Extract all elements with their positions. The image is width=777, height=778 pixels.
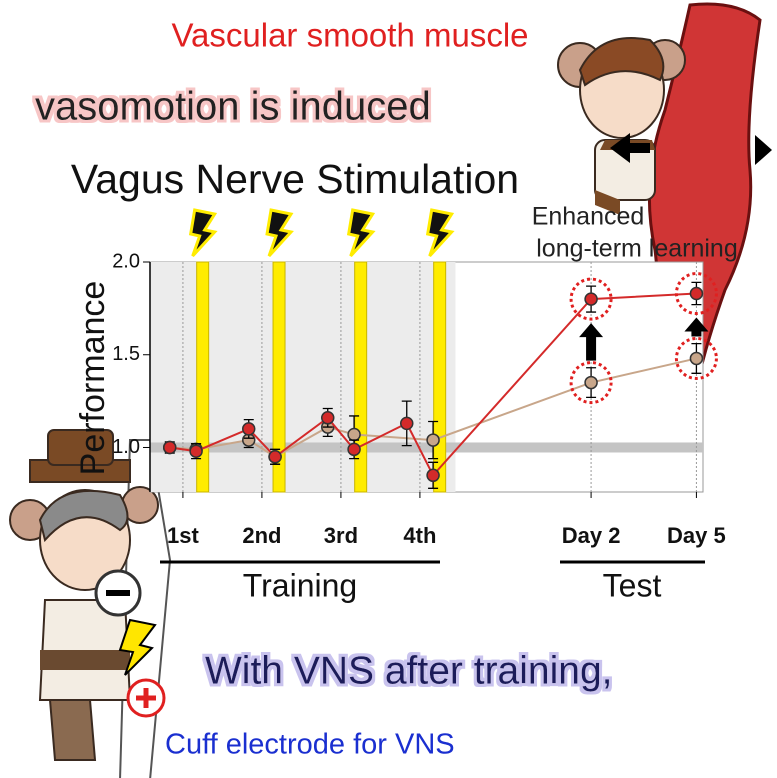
data-point bbox=[689, 286, 704, 301]
data-point bbox=[347, 442, 361, 457]
x-tick-label: Day 2 bbox=[562, 523, 621, 548]
annotation-line: Enhanced bbox=[532, 203, 645, 231]
data-point bbox=[426, 468, 440, 483]
group-label: Training bbox=[243, 567, 357, 603]
data-point bbox=[163, 440, 177, 455]
data-point bbox=[321, 411, 335, 425]
vns-bar bbox=[433, 261, 447, 493]
lightning-icon bbox=[425, 208, 455, 258]
y-tick-label: 2.0 bbox=[112, 250, 140, 272]
series-line bbox=[169, 292, 697, 478]
data-point bbox=[347, 427, 361, 442]
group-label: Test bbox=[603, 567, 662, 603]
highlight-ring bbox=[674, 336, 718, 380]
baseline-band bbox=[150, 442, 703, 453]
highlight-ring bbox=[569, 277, 613, 321]
lightning-icon bbox=[188, 208, 218, 258]
highlight-ring bbox=[569, 361, 613, 405]
caption: Cuff electrode for VNS bbox=[165, 729, 455, 761]
character-top bbox=[557, 37, 686, 215]
y-axis-label: Performance bbox=[74, 281, 112, 476]
x-tick-label: 1st bbox=[167, 523, 199, 548]
subheader: vasomotion is induced bbox=[35, 85, 431, 129]
x-tick-label: 4th bbox=[403, 523, 436, 548]
data-point bbox=[689, 351, 704, 366]
highlight-ring bbox=[674, 272, 718, 316]
annotation-line: long-term learning bbox=[536, 235, 738, 263]
arrow-right bbox=[755, 135, 772, 165]
data-point bbox=[242, 422, 256, 436]
footer: With VNS after training, bbox=[205, 649, 612, 692]
lightning-icon bbox=[346, 208, 376, 258]
y-tick-label: 1.5 bbox=[112, 343, 140, 365]
improvement-arrow bbox=[684, 317, 709, 337]
data-point bbox=[584, 292, 598, 306]
vns-bar bbox=[272, 261, 286, 493]
y-tick-label: 1.0 bbox=[112, 436, 140, 458]
data-point bbox=[189, 444, 203, 458]
x-tick-label: 2nd bbox=[242, 523, 281, 548]
x-tick-label: 3rd bbox=[324, 523, 358, 548]
lightning-icon bbox=[265, 208, 294, 258]
character-bottom bbox=[9, 429, 172, 778]
x-tick-label: Day 5 bbox=[667, 523, 726, 548]
data-point bbox=[400, 416, 414, 431]
arrow-left bbox=[610, 133, 650, 163]
data-point bbox=[268, 450, 282, 464]
improvement-arrow bbox=[579, 323, 604, 361]
data-point bbox=[426, 433, 440, 447]
vns-bar bbox=[354, 261, 368, 493]
vns-bar bbox=[196, 261, 210, 493]
data-point bbox=[584, 375, 598, 390]
chart-title: Vagus Nerve Stimulation bbox=[71, 156, 519, 202]
header: Vascular smooth muscle bbox=[171, 17, 528, 54]
